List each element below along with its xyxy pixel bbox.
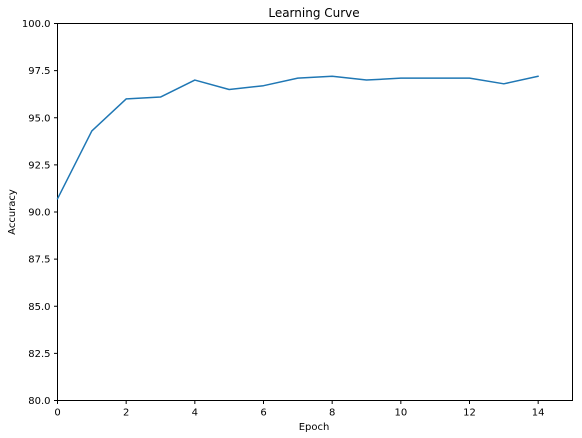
x-tick-label: 8 bbox=[329, 408, 335, 419]
x-tick-label: 0 bbox=[54, 408, 60, 419]
y-axis: 80.0 82.5 85.0 87.5 90.0 92.5 95.0 97.5 100.0 bbox=[22, 19, 58, 407]
y-tick-label: 87.5 bbox=[28, 255, 50, 266]
x-tick-label: 6 bbox=[260, 408, 266, 419]
chart-title: Learning Curve bbox=[268, 6, 359, 20]
y-tick-label: 100.0 bbox=[22, 19, 51, 30]
x-tick-label: 14 bbox=[532, 408, 545, 419]
y-axis-label: Accuracy bbox=[7, 189, 18, 235]
y-tick-label: 80.0 bbox=[28, 396, 50, 407]
plot-frame bbox=[57, 23, 573, 401]
y-tick-label: 82.5 bbox=[28, 349, 50, 360]
y-tick-label: 92.5 bbox=[28, 160, 50, 171]
y-tick-label: 97.5 bbox=[28, 66, 50, 77]
accuracy-series-line bbox=[56, 75, 539, 200]
x-tick-label: 2 bbox=[123, 408, 129, 419]
plot-area bbox=[57, 23, 573, 401]
x-tick-label: 4 bbox=[192, 408, 198, 419]
x-axis: 0 2 4 6 8 10 12 14 bbox=[54, 400, 545, 419]
y-tick-label: 95.0 bbox=[28, 113, 50, 124]
y-tick-label: 90.0 bbox=[28, 208, 50, 219]
y-tick-label: 85.0 bbox=[28, 302, 50, 313]
x-tick-label: 12 bbox=[463, 408, 476, 419]
x-tick-label: 10 bbox=[394, 408, 407, 419]
x-axis-label: Epoch bbox=[299, 422, 330, 433]
series-layer bbox=[56, 75, 539, 200]
